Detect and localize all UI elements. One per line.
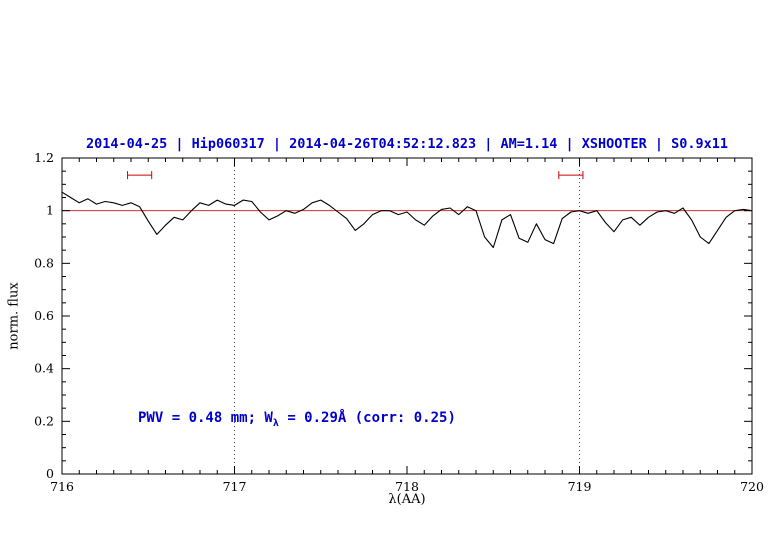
svg-text:0: 0 <box>46 466 54 481</box>
svg-text:717: 717 <box>223 479 247 494</box>
plot-title: 2014-04-25 | Hip060317 | 2014-04-26T04:5… <box>85 136 729 152</box>
svg-text:0.8: 0.8 <box>34 255 54 270</box>
svg-text:719: 719 <box>568 479 592 494</box>
svg-text:0.6: 0.6 <box>34 308 54 323</box>
svg-text:0.4: 0.4 <box>34 361 54 376</box>
svg-text:718: 718 <box>395 479 419 494</box>
svg-text:1.2: 1.2 <box>34 150 54 165</box>
pwv-annotation-suffix: = 0.29Å (corr: 0.25) <box>278 410 456 426</box>
x-axis-label: λ(AA) <box>388 492 426 507</box>
svg-text:0.2: 0.2 <box>34 413 54 428</box>
svg-text:1: 1 <box>46 203 54 218</box>
svg-text:716: 716 <box>50 479 74 494</box>
svg-text:720: 720 <box>740 479 764 494</box>
lambda-subscript: λ <box>272 417 279 429</box>
pwv-annotation-prefix: PWV = 0.48 mm; W <box>138 410 273 426</box>
y-axis-label: norm. flux <box>6 282 22 350</box>
pwv-annotation: PWV = 0.48 mm; Wλ = 0.29Å (corr: 0.25) <box>138 410 456 429</box>
